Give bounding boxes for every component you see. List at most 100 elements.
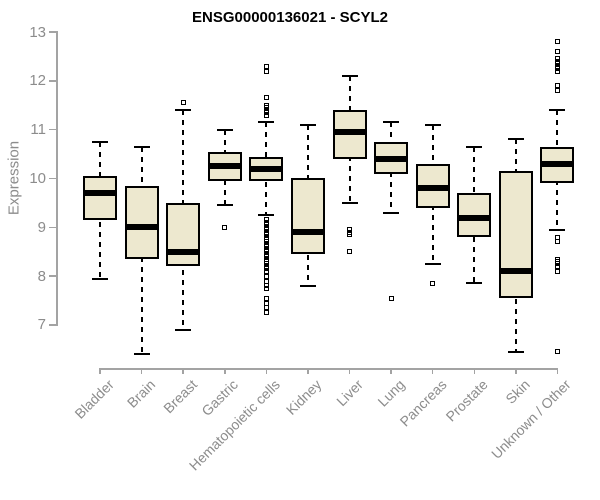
- x-axis-category-label: Skin: [501, 376, 533, 407]
- whisker-cap-low: [299, 284, 316, 287]
- iqr-box: [124, 185, 159, 260]
- whisker-cap-high: [133, 145, 150, 148]
- outlier-point: [554, 349, 560, 355]
- whisker-cap-high: [549, 109, 566, 112]
- median-line: [457, 214, 492, 221]
- chart-title: ENSG00000136021 - SCYL2: [192, 9, 388, 26]
- whisker-cap-high: [466, 145, 483, 148]
- iqr-box: [290, 178, 325, 255]
- median-line: [124, 224, 159, 231]
- outlier-point: [347, 249, 353, 255]
- whisker-cap-low: [549, 228, 566, 231]
- x-axis-tick: [390, 368, 392, 374]
- outlier-point: [263, 95, 269, 101]
- x-axis-tick: [348, 368, 351, 374]
- whisker-cap-low: [175, 328, 192, 331]
- outlier-point: [263, 63, 269, 69]
- x-axis-tick: [265, 368, 268, 374]
- median-line: [332, 129, 367, 136]
- outlier-point: [222, 224, 228, 230]
- median-line: [83, 190, 117, 197]
- outlier-point: [554, 263, 560, 269]
- median-line: [207, 163, 242, 170]
- whisker-cap-low: [424, 262, 441, 265]
- outlier-point: [263, 268, 269, 274]
- whisker-cap-high: [216, 128, 233, 131]
- outlier-point: [263, 273, 269, 279]
- outlier-point: [554, 39, 560, 45]
- outlier-point: [554, 268, 560, 274]
- median-line: [540, 160, 575, 167]
- y-axis-tick-label: 13: [29, 23, 46, 41]
- x-axis-tick: [224, 368, 226, 374]
- x-axis-tick: [307, 368, 309, 374]
- outlier-point: [388, 295, 394, 301]
- x-axis-category-label: Bladder: [71, 376, 117, 422]
- y-axis-tick: [49, 80, 56, 82]
- x-axis-category-label: Brain: [123, 376, 159, 411]
- x-axis-category-label: Liver: [333, 376, 367, 410]
- iqr-box: [166, 202, 201, 267]
- whisker-cap-low: [216, 204, 233, 207]
- whisker-cap-low: [466, 282, 483, 285]
- x-axis-category-label: Prostate: [442, 376, 491, 425]
- whisker-cap-low: [133, 353, 150, 356]
- y-axis-tick-label: 12: [29, 72, 46, 90]
- outlier-point: [263, 295, 269, 301]
- outlier-point: [180, 100, 186, 106]
- x-axis-line: [99, 368, 559, 370]
- y-axis-tick: [49, 324, 56, 326]
- y-axis-tick-label: 11: [30, 121, 46, 139]
- whisker-cap-low: [92, 277, 108, 280]
- whisker-cap-low: [258, 214, 275, 217]
- y-axis-tick-label: 8: [37, 267, 46, 285]
- iqr-box: [83, 176, 117, 220]
- median-line: [249, 165, 284, 172]
- y-axis-tick-label: 9: [37, 218, 46, 236]
- x-axis-category-label: Unknown / Other: [488, 376, 575, 462]
- outlier-point: [554, 49, 560, 55]
- outlier-point: [554, 68, 560, 74]
- outlier-point: [263, 305, 269, 311]
- median-line: [374, 155, 409, 162]
- median-line: [415, 185, 450, 192]
- median-line: [290, 229, 325, 236]
- outlier-point: [347, 232, 353, 238]
- outlier-point: [263, 112, 269, 118]
- x-axis-tick: [473, 368, 476, 374]
- x-axis-category-label: Kidney: [282, 376, 325, 418]
- median-line: [498, 268, 533, 275]
- outlier-point: [430, 280, 436, 286]
- whisker-cap-high: [383, 121, 400, 124]
- outlier-point: [554, 234, 560, 240]
- whisker-cap-high: [341, 74, 358, 77]
- x-axis-tick: [140, 368, 143, 374]
- outlier-point: [263, 300, 269, 306]
- y-axis-tick: [49, 226, 56, 229]
- whisker-cap-high: [92, 140, 108, 143]
- iqr-box: [498, 171, 533, 299]
- y-axis-line: [56, 31, 58, 326]
- y-axis-tick: [49, 31, 56, 33]
- outlier-point: [263, 278, 269, 284]
- outlier-point: [554, 83, 560, 89]
- x-axis-tick: [556, 368, 559, 374]
- whisker-cap-low: [383, 211, 400, 214]
- outlier-point: [554, 239, 560, 245]
- outlier-point: [263, 68, 269, 74]
- whisker-cap-high: [175, 109, 192, 112]
- x-axis-tick: [182, 368, 184, 374]
- whisker-cap-high: [299, 123, 316, 126]
- x-axis-tick: [515, 368, 517, 374]
- whisker-cap-low: [341, 201, 358, 204]
- x-axis-tick: [99, 368, 101, 374]
- outlier-point: [263, 310, 269, 316]
- y-axis-tick: [49, 128, 56, 131]
- y-axis-tick: [49, 275, 56, 277]
- outlier-point: [554, 88, 560, 94]
- y-axis-tick-label: 7: [37, 316, 46, 334]
- outlier-point: [263, 285, 269, 291]
- median-line: [166, 248, 201, 255]
- y-axis-tick: [49, 177, 56, 180]
